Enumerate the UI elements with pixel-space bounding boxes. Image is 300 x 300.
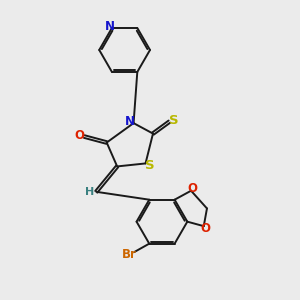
Text: S: S — [169, 114, 178, 127]
Text: Br: Br — [122, 248, 136, 261]
Text: O: O — [200, 222, 211, 235]
Text: N: N — [104, 20, 115, 33]
Text: O: O — [75, 129, 85, 142]
Text: H: H — [85, 188, 94, 197]
Text: O: O — [188, 182, 198, 195]
Text: S: S — [146, 159, 155, 172]
Text: N: N — [124, 115, 134, 128]
